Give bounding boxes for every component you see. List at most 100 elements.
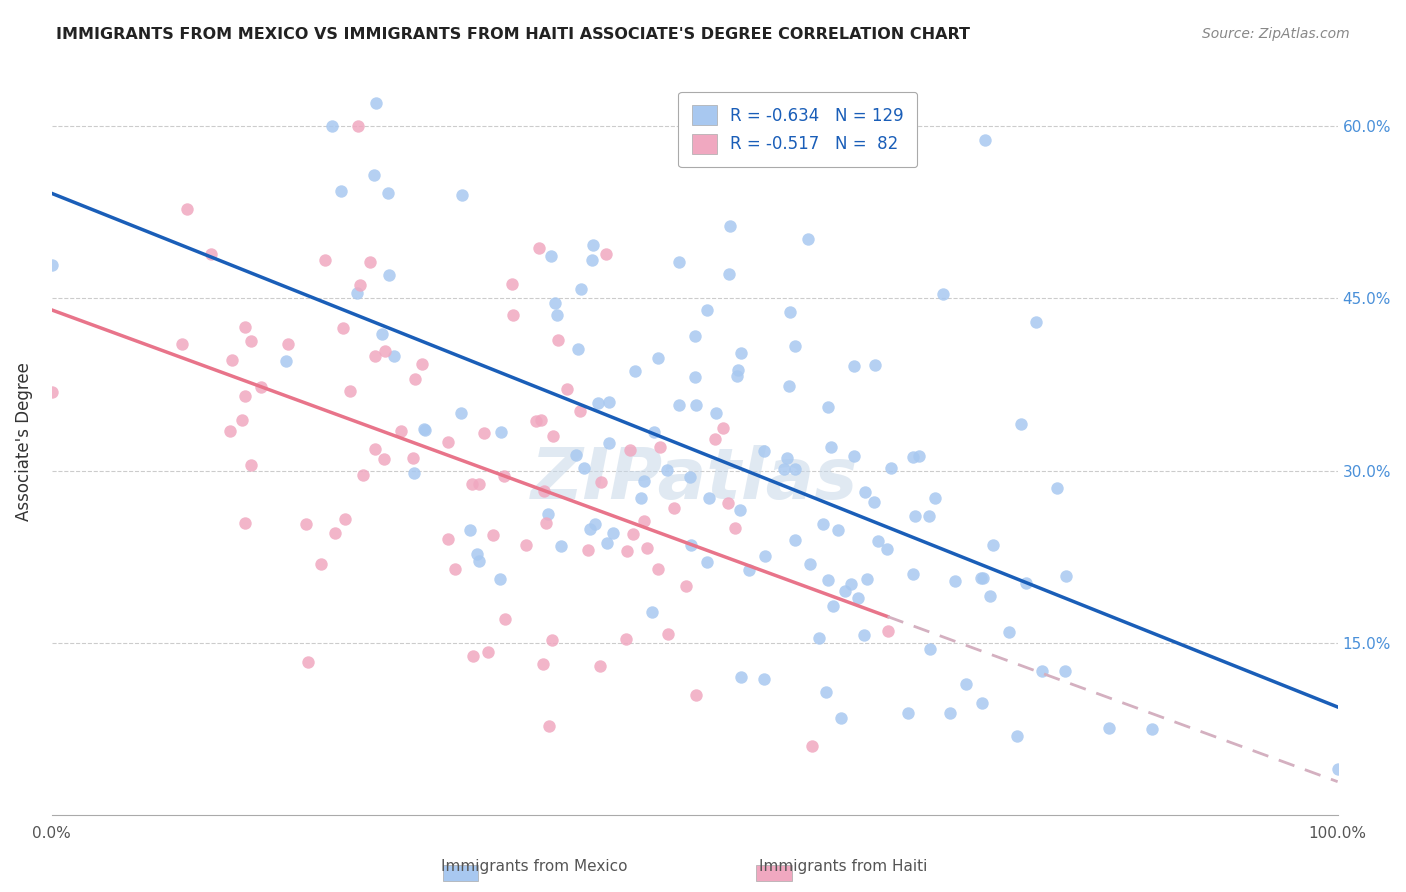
Point <box>474 426 496 441</box>
Point <box>876 541 898 556</box>
Point <box>974 133 997 147</box>
Point <box>402 466 425 480</box>
Point <box>235 389 257 403</box>
Point <box>349 278 371 293</box>
Point <box>569 404 592 418</box>
Point <box>589 659 612 673</box>
Point <box>557 383 579 397</box>
Point <box>329 184 352 198</box>
Point <box>413 424 436 438</box>
Point <box>718 219 741 233</box>
Point <box>371 326 394 341</box>
Point <box>377 268 399 283</box>
Point <box>779 305 801 319</box>
Point <box>363 168 385 182</box>
Point <box>595 247 617 261</box>
Point <box>730 346 752 360</box>
Point <box>541 632 564 647</box>
Point <box>451 188 474 202</box>
Point <box>502 308 524 322</box>
Point <box>924 491 946 505</box>
Point <box>696 555 718 569</box>
Point <box>619 443 641 458</box>
Point <box>834 584 856 599</box>
Point <box>477 645 499 659</box>
Point <box>550 539 572 553</box>
Point <box>725 368 748 383</box>
Point <box>633 475 655 489</box>
Point <box>494 468 516 483</box>
Point <box>1031 664 1053 678</box>
Point <box>221 353 243 368</box>
Point <box>364 95 387 110</box>
Point <box>778 379 800 393</box>
Point <box>853 628 876 642</box>
Point <box>807 631 830 645</box>
Point <box>1005 729 1028 743</box>
Point <box>567 343 589 357</box>
Point <box>641 605 664 619</box>
Point <box>647 562 669 576</box>
Point <box>389 424 412 438</box>
Point <box>346 285 368 300</box>
Point <box>589 475 612 489</box>
Point <box>1010 417 1032 432</box>
Point <box>724 521 747 535</box>
Point <box>647 351 669 365</box>
Point <box>839 577 862 591</box>
Point <box>465 547 488 561</box>
Point <box>515 538 537 552</box>
Point <box>524 414 547 428</box>
Point <box>1098 721 1121 735</box>
Point <box>602 526 624 541</box>
Text: IMMIGRANTS FROM MEXICO VS IMMIGRANTS FROM HAITI ASSOCIATE'S DEGREE CORRELATION C: IMMIGRANTS FROM MEXICO VS IMMIGRANTS FRO… <box>56 27 970 42</box>
Point <box>783 462 806 476</box>
Point <box>239 334 262 349</box>
Point <box>200 247 222 261</box>
Point <box>880 461 903 475</box>
Text: Source: ZipAtlas.com: Source: ZipAtlas.com <box>1202 27 1350 41</box>
Point <box>295 516 318 531</box>
Text: ZIPatlas: ZIPatlas <box>531 445 859 514</box>
Point <box>727 363 749 377</box>
Point <box>1014 576 1036 591</box>
Point <box>172 337 194 351</box>
Point <box>218 424 240 438</box>
Point <box>527 241 550 255</box>
Point <box>616 632 638 647</box>
Point <box>401 451 423 466</box>
Point <box>643 425 665 439</box>
Point <box>494 612 516 626</box>
Point <box>754 549 776 564</box>
Point <box>796 232 818 246</box>
Point <box>530 413 553 427</box>
Point <box>314 253 336 268</box>
Point <box>668 255 690 269</box>
Point <box>863 359 886 373</box>
Point <box>359 255 381 269</box>
Point <box>846 591 869 605</box>
Point <box>481 528 503 542</box>
Point <box>897 706 920 720</box>
Point <box>901 566 924 581</box>
Point <box>579 522 602 536</box>
Point <box>534 516 557 531</box>
Point <box>468 554 491 568</box>
FancyBboxPatch shape <box>443 865 478 881</box>
Point <box>830 711 852 725</box>
Point <box>347 119 370 133</box>
Point <box>863 494 886 508</box>
Point <box>1140 722 1163 736</box>
Point <box>920 642 942 657</box>
Point <box>489 572 512 586</box>
Point <box>297 655 319 669</box>
Point <box>437 532 460 546</box>
Point <box>437 434 460 449</box>
Point <box>696 302 718 317</box>
Point <box>704 406 727 420</box>
Point <box>382 349 405 363</box>
Point <box>277 336 299 351</box>
Point <box>970 571 993 585</box>
Point <box>537 507 560 521</box>
Point <box>276 353 298 368</box>
